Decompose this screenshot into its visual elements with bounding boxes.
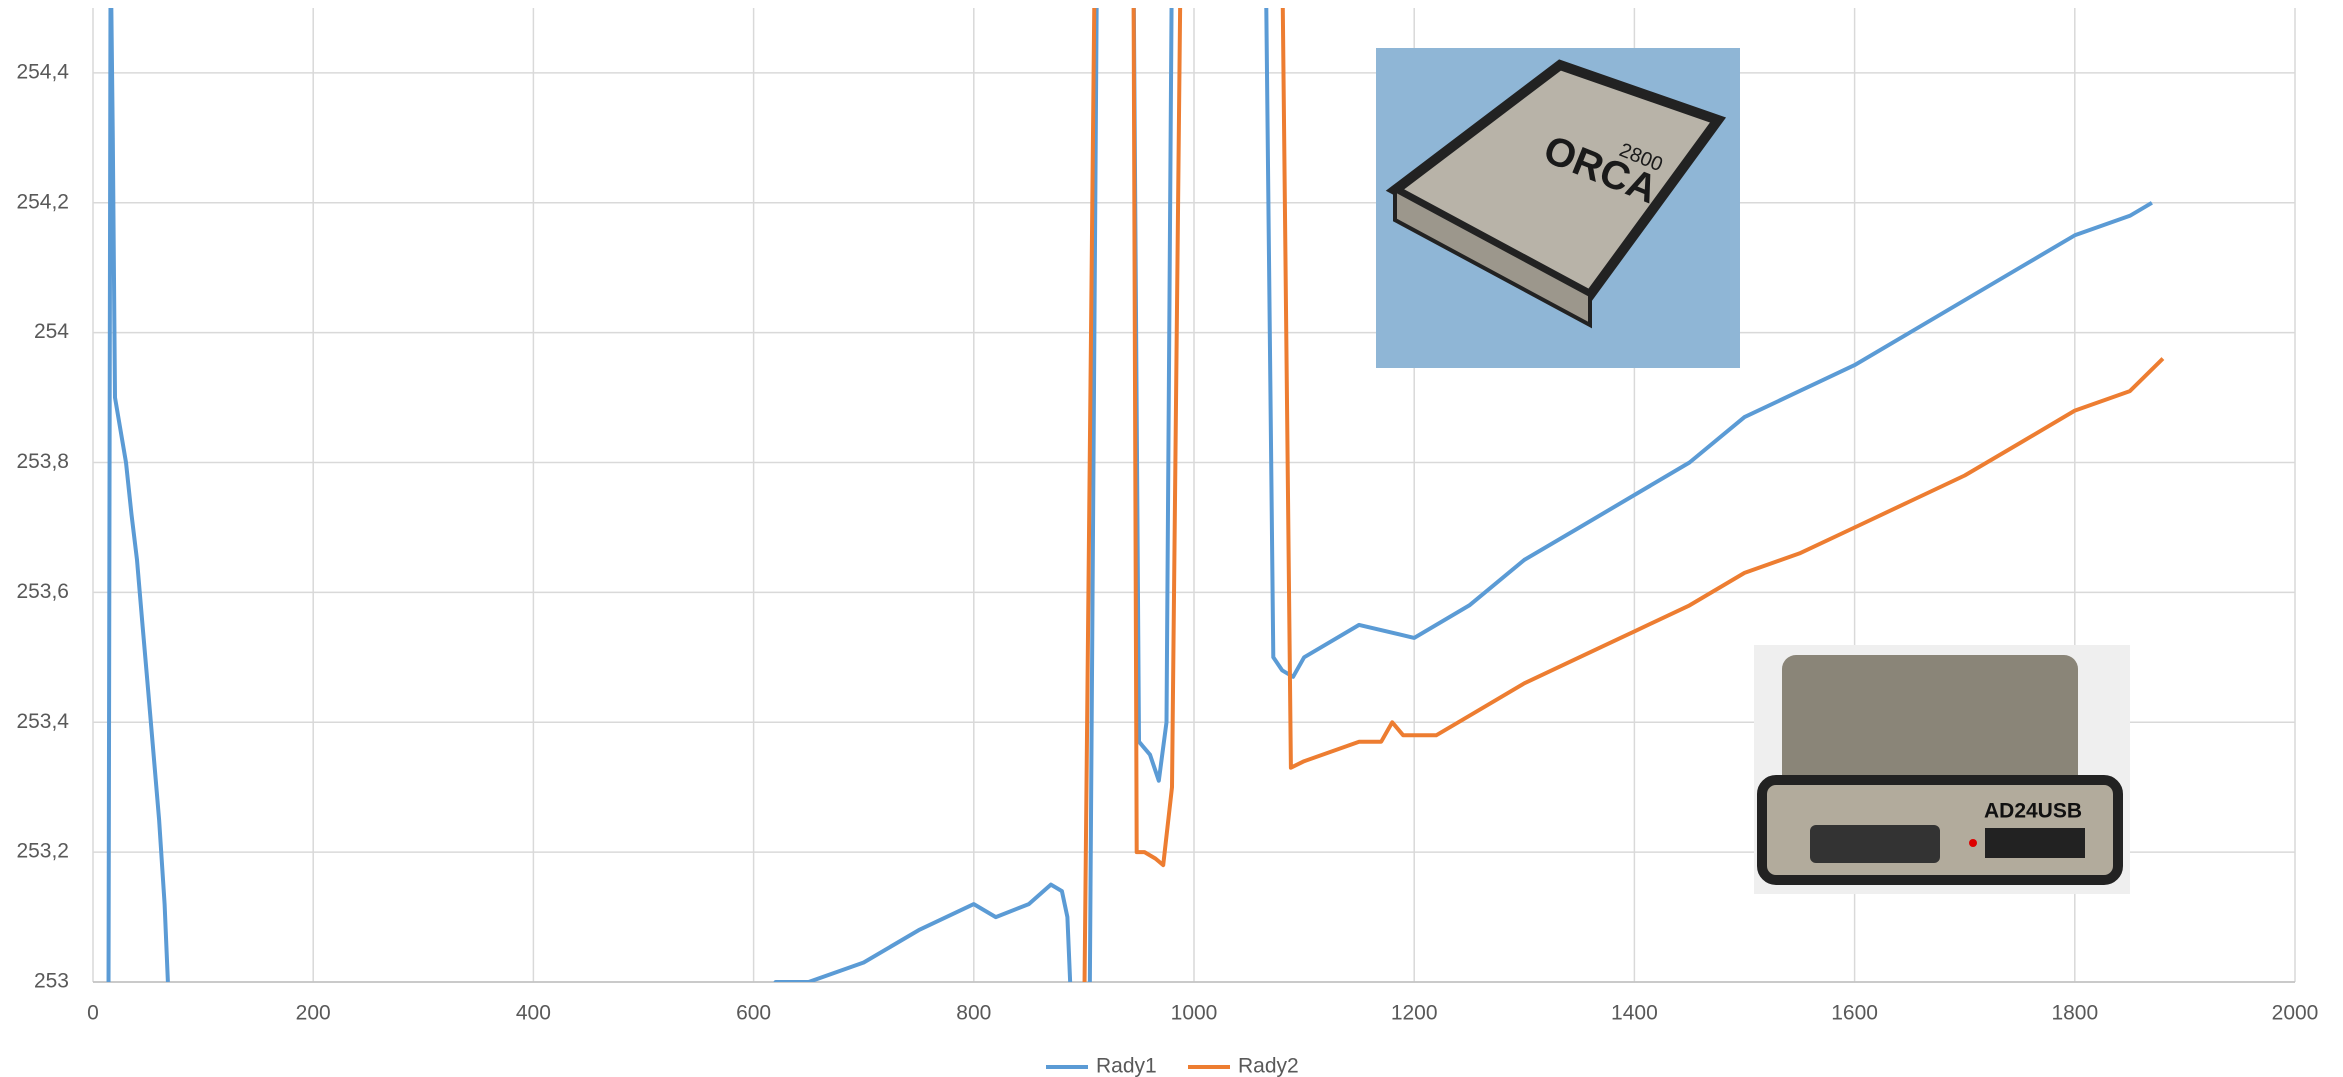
y-tick-label: 254 [34, 320, 69, 343]
x-tick-label: 0 [87, 1002, 99, 1025]
y-tick-label: 254,2 [16, 190, 69, 213]
photo-ad24usb: AD24USB [1754, 645, 2130, 894]
x-tick-label: 1200 [1391, 1002, 1438, 1025]
x-tick-label: 1600 [1831, 1002, 1878, 1025]
x-tick-label: 1800 [2051, 1002, 2098, 1025]
photo-label: AD24USB [1984, 800, 2082, 823]
legend-label: Rady1 [1096, 1055, 1157, 1077]
x-tick-label: 1400 [1611, 1002, 1658, 1025]
x-tick-label: 600 [736, 1002, 771, 1025]
x-tick-label: 400 [516, 1002, 551, 1025]
y-tick-label: 253,2 [16, 840, 69, 863]
x-tick-label: 2000 [2272, 1002, 2319, 1025]
x-tick-label: 800 [956, 1002, 991, 1025]
y-tick-label: 253,8 [16, 450, 69, 473]
y-tick-label: 253 [34, 970, 69, 993]
y-tick-label: 253,6 [16, 580, 69, 603]
x-tick-label: 1000 [1171, 1002, 1218, 1025]
y-tick-label: 253,4 [16, 710, 69, 733]
y-tick-label: 254,4 [16, 60, 69, 83]
photo-orca: ORCA 2800 [1376, 48, 1740, 368]
chart: 253 253,2 253,4 253,6 253,8 254 254,2 254,4 0 200… [0, 0, 2343, 1077]
legend-label: Rady2 [1238, 1055, 1299, 1077]
x-tick-label: 200 [296, 1002, 331, 1025]
